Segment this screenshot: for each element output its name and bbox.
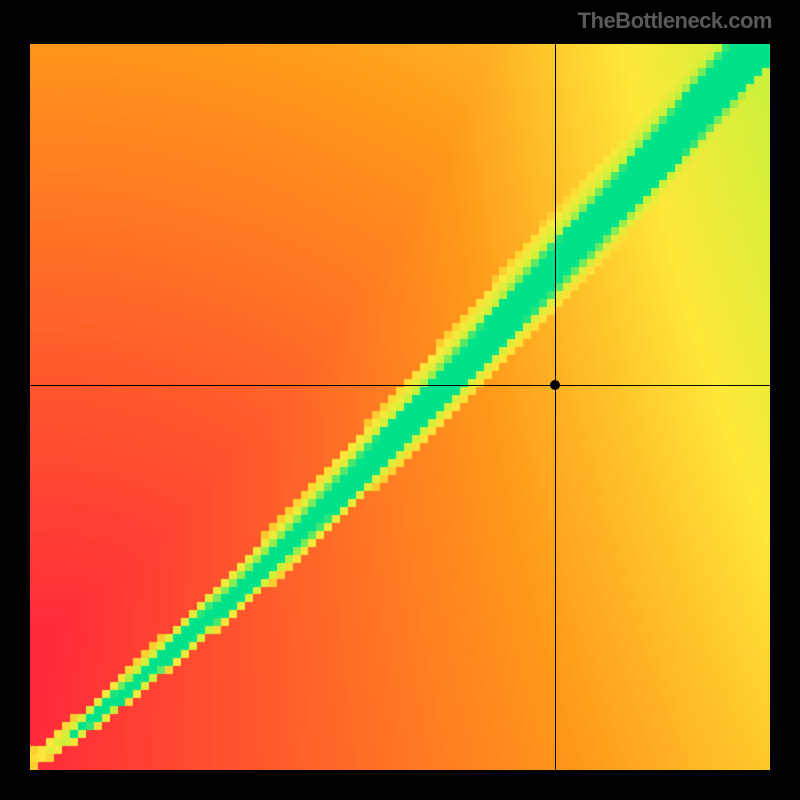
crosshair-horizontal	[30, 385, 770, 386]
heatmap-canvas	[30, 44, 770, 770]
crosshair-marker	[550, 380, 560, 390]
chart-container: TheBottleneck.com	[0, 0, 800, 800]
crosshair-vertical	[555, 44, 556, 770]
watermark-text: TheBottleneck.com	[578, 8, 772, 34]
heatmap-plot	[30, 44, 770, 770]
